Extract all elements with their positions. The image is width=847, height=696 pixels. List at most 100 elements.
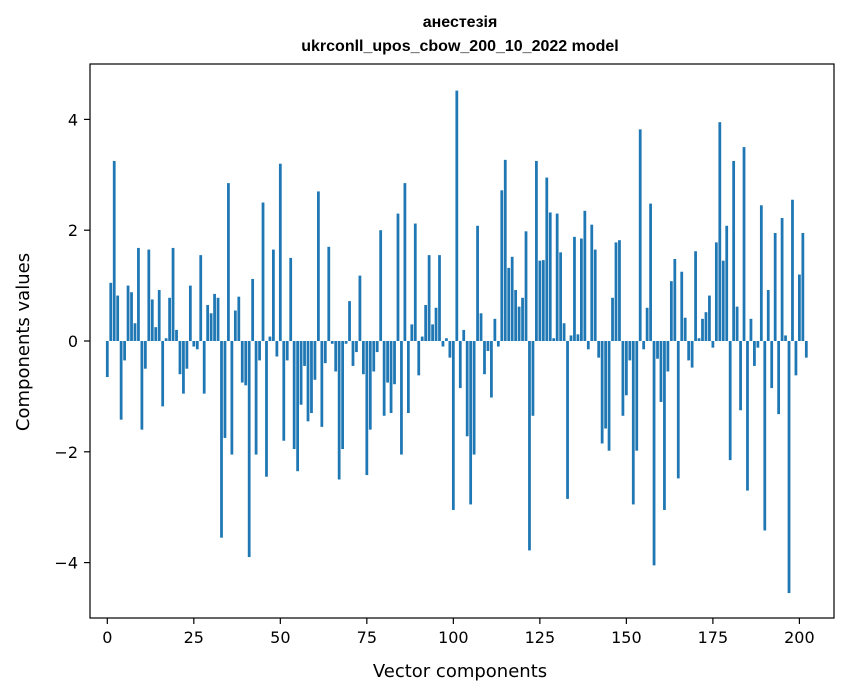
bar — [493, 318, 497, 341]
bar — [109, 282, 113, 341]
bar — [334, 341, 338, 372]
bar — [386, 341, 389, 383]
bar — [483, 341, 486, 375]
bar — [476, 225, 479, 341]
bar — [323, 341, 327, 364]
bar — [687, 341, 691, 361]
bar — [157, 290, 161, 341]
y-tick-label: −4 — [54, 554, 78, 573]
bar — [351, 341, 355, 366]
bar — [434, 307, 438, 341]
bar — [607, 341, 611, 451]
bar — [621, 341, 625, 416]
bar — [770, 341, 774, 389]
bar — [240, 341, 244, 383]
bar — [368, 341, 372, 430]
bar — [462, 329, 466, 341]
bar — [552, 338, 556, 341]
bar — [275, 341, 279, 357]
bar — [583, 210, 587, 341]
bar — [794, 341, 798, 376]
bar — [645, 307, 649, 341]
bar — [728, 341, 732, 461]
bar — [451, 341, 455, 510]
bar — [486, 341, 490, 351]
bar — [680, 271, 684, 341]
bar — [445, 338, 448, 341]
bar — [337, 341, 341, 480]
bar — [458, 341, 462, 389]
bar — [244, 341, 248, 386]
bar — [192, 341, 196, 347]
x-tick-label: 125 — [525, 628, 556, 647]
bar — [223, 341, 227, 438]
bar — [701, 318, 704, 341]
bar — [496, 341, 500, 347]
bar — [265, 341, 268, 477]
bar — [642, 341, 646, 350]
bar — [804, 341, 808, 358]
bar — [659, 341, 663, 402]
bar — [382, 341, 386, 416]
bar — [330, 341, 334, 344]
bar — [358, 275, 362, 341]
x-tick-label: 175 — [698, 628, 729, 647]
bar — [296, 341, 300, 472]
bar — [258, 341, 261, 361]
bar — [507, 267, 511, 341]
bar — [791, 199, 794, 341]
bar — [448, 341, 452, 358]
y-tick-label: 0 — [68, 332, 78, 351]
bar — [714, 242, 718, 341]
bar — [116, 295, 120, 341]
bar — [784, 335, 787, 341]
bar — [220, 341, 223, 538]
bar — [649, 203, 652, 341]
bar — [341, 341, 344, 450]
bar — [230, 341, 234, 455]
bar — [652, 341, 656, 566]
bar — [427, 255, 431, 341]
x-tick-label: 25 — [184, 628, 204, 647]
bar — [355, 341, 358, 353]
bar — [178, 341, 182, 375]
bar — [697, 338, 701, 341]
bar — [798, 274, 801, 341]
bar — [777, 341, 781, 415]
bar — [690, 341, 694, 368]
bar — [573, 236, 576, 341]
bar — [272, 249, 275, 341]
chart-subtitle: ukrconll_upos_cbow_200_10_2022 model — [301, 38, 618, 55]
bar — [310, 341, 313, 414]
bar — [400, 341, 403, 455]
x-tick-label: 75 — [357, 628, 377, 647]
bar — [545, 177, 549, 341]
bar — [472, 341, 476, 455]
bar — [182, 341, 185, 394]
bar — [431, 324, 434, 341]
bar — [604, 341, 607, 429]
bar — [289, 257, 293, 341]
bar — [479, 313, 483, 341]
bar — [126, 285, 130, 341]
bar — [676, 341, 680, 479]
y-tick-label: 4 — [68, 110, 78, 129]
bar — [624, 341, 628, 396]
bar — [538, 260, 542, 341]
bar — [375, 341, 379, 353]
bar — [524, 231, 528, 341]
y-axis: −4 −2 0 2 4 — [54, 110, 90, 573]
bar — [490, 341, 493, 398]
bar — [503, 159, 507, 341]
bar — [517, 306, 521, 341]
bar — [708, 295, 711, 341]
bar — [251, 278, 255, 341]
bar — [718, 122, 722, 341]
bar — [292, 341, 296, 450]
bar — [403, 183, 407, 341]
bar — [410, 324, 414, 341]
bar — [669, 281, 673, 341]
bar — [611, 297, 614, 341]
bar — [739, 341, 742, 411]
